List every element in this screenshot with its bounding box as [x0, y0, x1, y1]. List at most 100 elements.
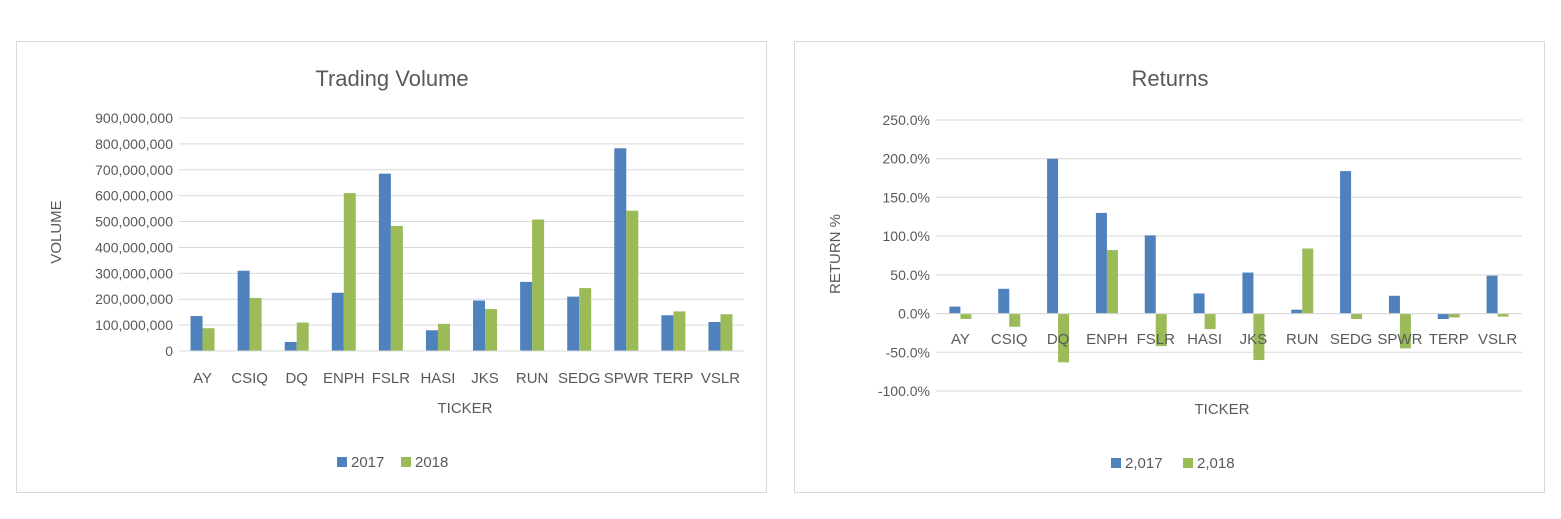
- bar-ay-1: [960, 313, 972, 319]
- bar-sedg-1: [1351, 313, 1363, 319]
- bar-sedg-1: [579, 288, 592, 351]
- bar-spwr-1: [1399, 313, 1411, 349]
- legend-swatch: [1183, 458, 1193, 468]
- bar-jks-1: [1253, 313, 1265, 361]
- bar-jks-0: [1242, 272, 1254, 314]
- y-tick-label: 50.0%: [890, 267, 930, 283]
- chart-title: Returns: [1131, 66, 1208, 91]
- legend-label: 2,018: [1197, 455, 1235, 472]
- x-tick-label: RUN: [516, 370, 549, 387]
- x-tick-label: AY: [951, 331, 970, 348]
- trading-volume-chart: Trading Volume 0 100,000,000 200,000,000 300…: [16, 41, 767, 493]
- bar-dq-0: [1047, 158, 1059, 314]
- x-tick-label: RUN: [1286, 331, 1319, 348]
- y-tick-label: 700,000,000: [95, 162, 173, 178]
- bar-vslr-1: [1497, 313, 1509, 317]
- bar-terp-1: [1448, 313, 1460, 318]
- bar-hasi-1: [437, 323, 450, 351]
- x-tick-label: VSLR: [701, 370, 740, 387]
- y-tick-label: -100.0%: [878, 383, 930, 399]
- bar-vslr-0: [1486, 275, 1498, 314]
- x-tick-label: SPWR: [604, 370, 649, 387]
- bar-ay-0: [190, 316, 203, 351]
- x-axis-title: TICKER: [1194, 401, 1249, 418]
- x-tick-label: HASI: [1187, 331, 1222, 348]
- bar-csiq-1: [1009, 313, 1021, 327]
- y-axis-title: VOLUME: [48, 200, 65, 263]
- x-tick-label: AY: [193, 370, 212, 387]
- x-tick-label: HASI: [420, 370, 455, 387]
- y-tick-label: -50.0%: [886, 344, 930, 360]
- y-tick-label: 500,000,000: [95, 214, 173, 230]
- y-axis-title: RETURN %: [827, 214, 844, 294]
- y-tick-label: 900,000,000: [95, 110, 173, 126]
- bar-ay-1: [202, 328, 215, 351]
- y-tick-label: 250.0%: [883, 112, 930, 128]
- y-tick-label: 150.0%: [883, 189, 930, 205]
- x-tick-label: ENPH: [1086, 331, 1128, 348]
- y-tick-label: 800,000,000: [95, 136, 173, 152]
- bar-jks-0: [473, 300, 486, 351]
- x-tick-label: VSLR: [1478, 331, 1517, 348]
- bar-jks-1: [485, 309, 498, 351]
- bar-sedg-0: [567, 296, 580, 351]
- legend-swatch: [401, 457, 411, 467]
- bar-terp-1: [673, 311, 686, 351]
- bar-fslr-1: [1155, 313, 1167, 347]
- bar-vslr-0: [708, 322, 721, 351]
- bar-csiq-0: [237, 270, 250, 351]
- bar-dq-0: [284, 341, 297, 351]
- legend-label: 2,017: [1125, 455, 1163, 472]
- bar-sedg-0: [1340, 171, 1352, 314]
- x-tick-label: CSIQ: [231, 370, 268, 387]
- bar-spwr-1: [626, 210, 639, 351]
- bar-dq-1: [1058, 313, 1070, 363]
- returns-svg: Returns -100.0% -50.0% 0.0% 50.0% 100.0% 150.0…: [827, 66, 1522, 472]
- bar-enph-1: [343, 193, 356, 351]
- x-tick-label: CSIQ: [991, 331, 1028, 348]
- bar-terp-0: [661, 315, 674, 351]
- bar-fslr-1: [390, 225, 403, 351]
- trading-volume-svg: Trading Volume 0 100,000,000 200,000,000 300…: [48, 66, 744, 471]
- legend-label: 2018: [415, 454, 448, 471]
- chart-title: Trading Volume: [315, 66, 468, 91]
- bar-hasi-0: [425, 330, 438, 351]
- x-tick-label: DQ: [285, 370, 308, 387]
- bar-hasi-1: [1204, 313, 1216, 330]
- y-tick-label: 300,000,000: [95, 265, 173, 281]
- bar-spwr-0: [1388, 295, 1400, 314]
- y-tick-label: 600,000,000: [95, 188, 173, 204]
- bar-run-1: [1302, 248, 1314, 314]
- x-tick-label: SEDG: [558, 370, 601, 387]
- x-tick-label: ENPH: [323, 370, 365, 387]
- bar-vslr-1: [720, 314, 733, 351]
- y-tick-label: 0: [165, 343, 173, 359]
- legend-label: 2017: [351, 454, 384, 471]
- bar-run-1: [532, 219, 545, 351]
- x-tick-label: SEDG: [1330, 331, 1373, 348]
- bar-run-0: [1291, 309, 1303, 314]
- x-tick-label: SPWR: [1377, 331, 1422, 348]
- x-tick-label: FSLR: [372, 370, 411, 387]
- x-tick-label: FSLR: [1137, 331, 1176, 348]
- y-tick-label: 0.0%: [898, 306, 930, 322]
- x-tick-label: JKS: [1240, 331, 1268, 348]
- y-tick-label: 100.0%: [883, 228, 930, 244]
- x-tick-label: TERP: [1429, 331, 1469, 348]
- legend-swatch: [337, 457, 347, 467]
- bar-enph-0: [331, 292, 344, 351]
- legend-swatch: [1111, 458, 1121, 468]
- bar-csiq-0: [998, 288, 1010, 314]
- y-tick-label: 400,000,000: [95, 239, 173, 255]
- bar-hasi-0: [1193, 293, 1205, 314]
- bar-spwr-0: [614, 148, 627, 351]
- y-tick-label: 200,000,000: [95, 291, 173, 307]
- x-tick-label: JKS: [471, 370, 499, 387]
- bar-terp-0: [1437, 313, 1449, 319]
- returns-chart: Returns -100.0% -50.0% 0.0% 50.0% 100.0% 150.0…: [794, 41, 1545, 493]
- x-tick-label: TERP: [653, 370, 693, 387]
- bar-enph-0: [1095, 212, 1107, 314]
- y-tick-label: 100,000,000: [95, 317, 173, 333]
- bar-dq-1: [296, 322, 309, 351]
- x-tick-label: DQ: [1047, 331, 1070, 348]
